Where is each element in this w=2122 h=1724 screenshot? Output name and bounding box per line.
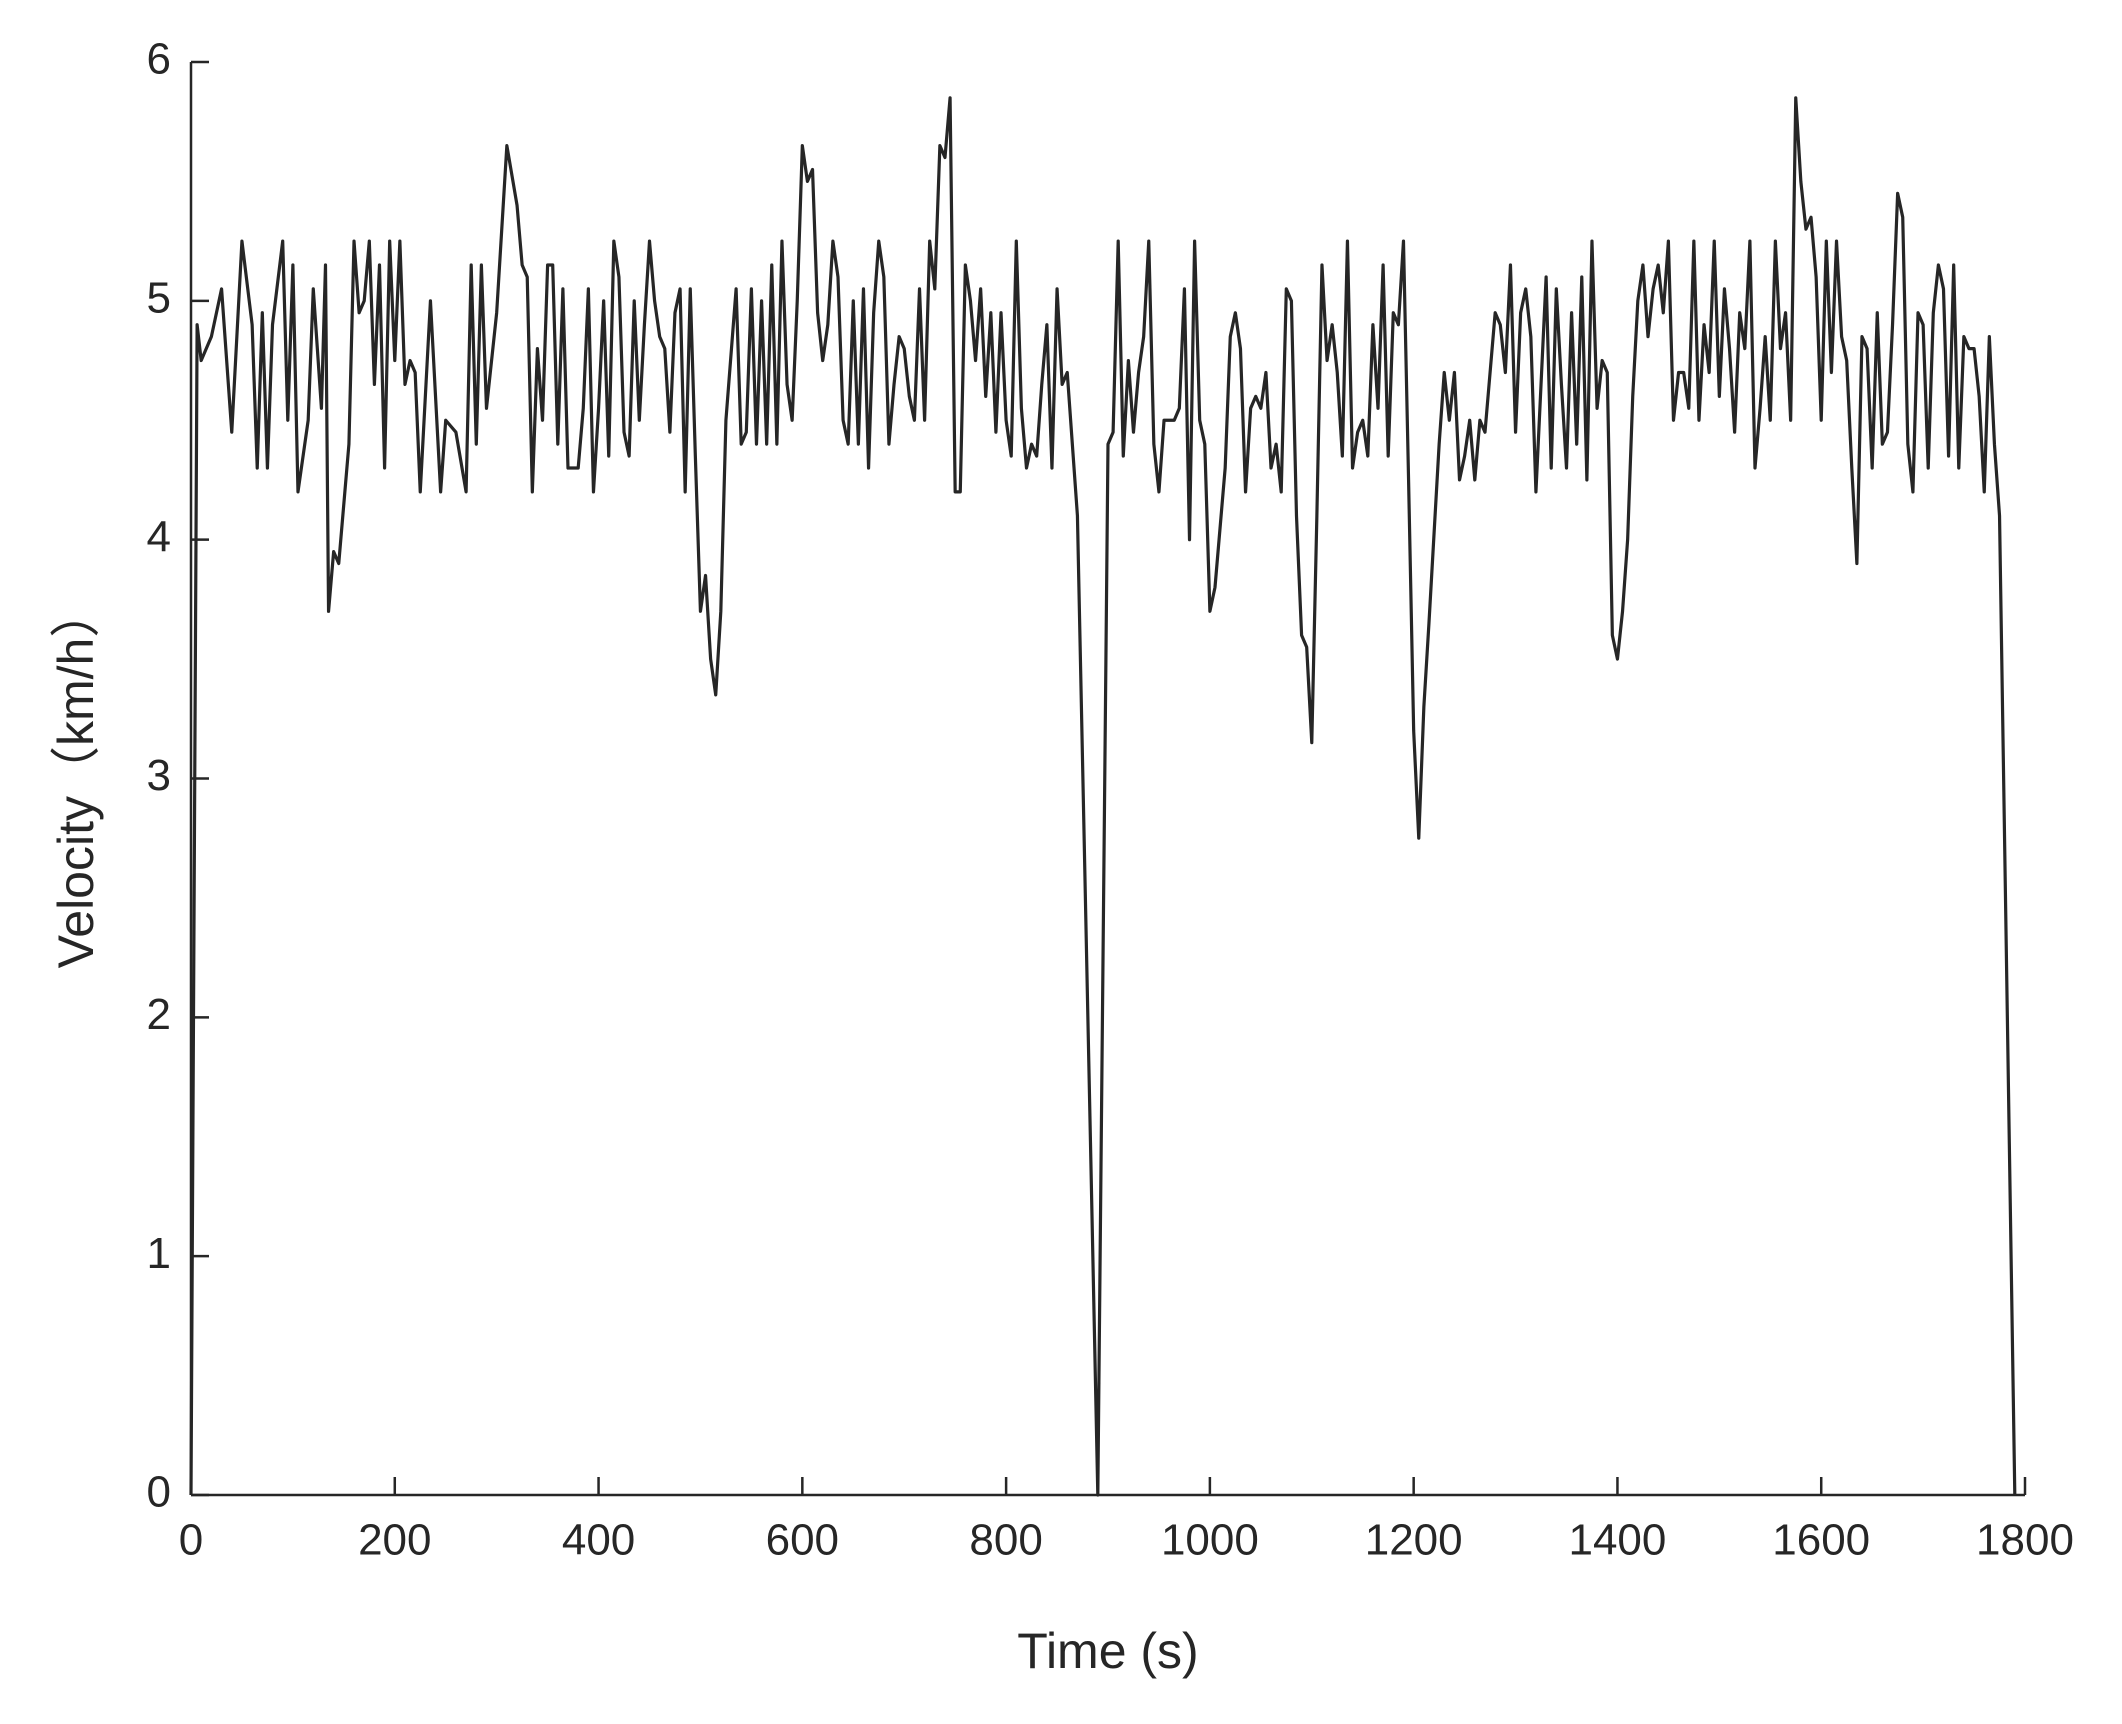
x-tick-label: 1200 [1365, 1516, 1463, 1565]
y-axis-label: Velocity（km/h） [48, 588, 104, 969]
y-tick-label: 5 [147, 273, 171, 322]
x-tick-label: 1800 [1976, 1516, 2074, 1565]
y-tick-label: 0 [147, 1468, 171, 1517]
x-tick-label: 200 [358, 1516, 431, 1565]
x-tick-label: 800 [969, 1516, 1042, 1565]
x-tick-label: 0 [179, 1516, 203, 1565]
x-tick-label: 600 [766, 1516, 839, 1565]
data-line [189, 96, 2017, 1497]
x-axis-label: Time (s) [1017, 1623, 1198, 1679]
x-tick-label: 1000 [1161, 1516, 1259, 1565]
x-tick-label: 1400 [1568, 1516, 1666, 1565]
y-tick-label: 2 [147, 990, 171, 1039]
x-tick-label: 400 [562, 1516, 635, 1565]
y-tick-label: 6 [147, 35, 171, 84]
x-tick-label: 1600 [1772, 1516, 1870, 1565]
y-tick-label: 3 [147, 751, 171, 800]
y-tick-label: 1 [147, 1229, 171, 1278]
y-tick-label: 4 [147, 512, 171, 561]
